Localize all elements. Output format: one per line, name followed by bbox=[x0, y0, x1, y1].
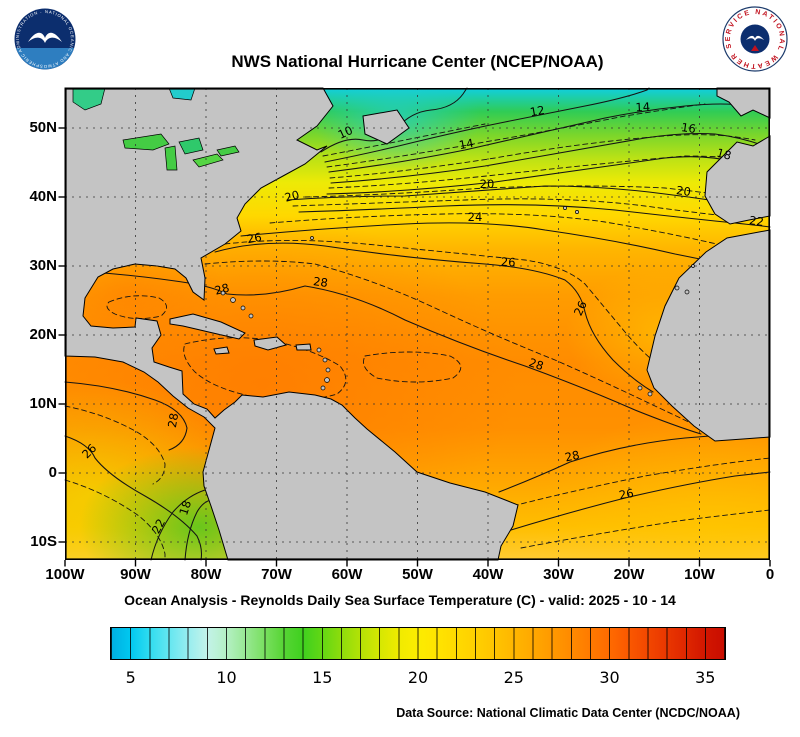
lat-tick-label: 20N bbox=[29, 326, 57, 343]
tick-layer bbox=[58, 127, 771, 567]
isotherm-label: 10 bbox=[336, 123, 355, 142]
data-source-text: Data Source: National Climatic Data Cent… bbox=[396, 706, 740, 720]
isotherm-label: 22 bbox=[748, 213, 764, 229]
isotherm-label: 26 bbox=[571, 299, 590, 318]
map-frame bbox=[65, 88, 771, 560]
sst-map: 10 12 14 14 16 18 20 20 20 22 24 26 26 26 28 28 28 28 28 26… bbox=[58, 87, 771, 567]
isotherm-label: 28 bbox=[312, 274, 328, 290]
lat-tick-label: 30N bbox=[29, 257, 57, 274]
colorbar-tick-label: 5 bbox=[125, 668, 136, 687]
colorbar-tick-label: 20 bbox=[407, 668, 429, 687]
lon-tick-label: 10W bbox=[684, 566, 715, 583]
isotherm-label: 20 bbox=[283, 187, 301, 204]
americas-landmass bbox=[64, 87, 519, 561]
isotherm-label: 14 bbox=[635, 100, 650, 115]
isotherm-label: 26 bbox=[501, 255, 516, 270]
nws-gull-icon bbox=[746, 35, 764, 41]
isotherm-label: 28 bbox=[527, 355, 545, 373]
colorbar-tick-label: 10 bbox=[216, 668, 237, 687]
nws-logo-svg: NATIONAL WEATHER SERVICE bbox=[722, 6, 788, 72]
isotherm-label: 18 bbox=[176, 499, 194, 517]
jamaica bbox=[213, 346, 230, 355]
lon-tick-label: 40W bbox=[472, 566, 504, 583]
nws-logo: NATIONAL WEATHER SERVICE bbox=[722, 6, 788, 77]
isotherm-label: 22 bbox=[149, 516, 168, 535]
lon-tick-label: 60W bbox=[331, 566, 363, 583]
hispaniola bbox=[253, 336, 288, 351]
lon-tick-label: 100W bbox=[45, 566, 85, 583]
colorbar-segments bbox=[111, 628, 725, 659]
noaa-gull-icon bbox=[28, 32, 62, 43]
isotherm-labels: 10 12 14 14 16 18 20 20 20 22 24 26 26 26 28 28 28 28 28 26… bbox=[79, 100, 765, 536]
noaa-logo-svg: NATIONAL OCEANIC AND ATMOSPHERIC ADMINIS… bbox=[14, 8, 76, 70]
lon-tick-label: 80W bbox=[190, 566, 222, 583]
iberia-france bbox=[704, 135, 771, 225]
colorbar bbox=[110, 627, 726, 660]
map-caption: Ocean Analysis - Reynolds Daily Sea Surf… bbox=[124, 592, 676, 608]
isotherm-label: 28 bbox=[213, 280, 231, 297]
isotherm-label: 18 bbox=[715, 145, 733, 162]
lakes-layer bbox=[72, 87, 240, 171]
lon-tick-label: 90W bbox=[120, 566, 151, 583]
noaa-logo-sea bbox=[15, 48, 75, 70]
lat-tick-label: 10S bbox=[30, 533, 57, 550]
grid-layer bbox=[65, 88, 770, 560]
isotherm-label: 26 bbox=[618, 486, 635, 502]
africa bbox=[646, 229, 771, 442]
isotherm-label: 14 bbox=[458, 136, 475, 152]
puerto-rico bbox=[295, 343, 312, 351]
isotherm-label: 20 bbox=[675, 183, 691, 199]
island-dots bbox=[220, 206, 695, 397]
page-title: NWS National Hurricane Center (NCEP/NOAA… bbox=[231, 52, 604, 71]
lat-tick-label: 0 bbox=[48, 464, 57, 481]
newfoundland bbox=[362, 109, 410, 145]
noaa-logo: NATIONAL OCEANIC AND ATMOSPHERIC ADMINIS… bbox=[14, 8, 76, 75]
cuba bbox=[169, 313, 246, 340]
lon-tick-label: 0 bbox=[765, 566, 775, 583]
isotherm-label: 24 bbox=[468, 210, 483, 224]
nws-red-wedge bbox=[751, 45, 759, 51]
isotherm-label: 28 bbox=[564, 448, 581, 465]
isotherm-label: 12 bbox=[529, 103, 546, 119]
lat-tick-label: 40N bbox=[29, 188, 57, 205]
isotherm-label: 16 bbox=[680, 120, 696, 136]
land-layer bbox=[64, 87, 771, 561]
isotherm-label: 28 bbox=[165, 412, 181, 429]
lat-tick-label: 10N bbox=[29, 395, 57, 412]
isotherm-label: 20 bbox=[480, 177, 495, 191]
map-area: 10 12 14 14 16 18 20 20 20 22 24 26 26 26 28 28 28 28 28 26… bbox=[58, 87, 771, 567]
lon-tick-label: 70W bbox=[261, 566, 292, 583]
lat-tick-label: 50N bbox=[29, 119, 57, 136]
colorbar-tick-label: 25 bbox=[503, 668, 524, 687]
lon-tick-label: 50W bbox=[402, 566, 433, 583]
colorbar-tick-label: 30 bbox=[599, 668, 620, 687]
colorbar-tick-label: 35 bbox=[695, 668, 716, 687]
isotherm-label: 26 bbox=[246, 230, 263, 246]
lon-tick-label: 20W bbox=[613, 566, 645, 583]
lon-tick-label: 30W bbox=[543, 566, 574, 583]
colorbar-tick-label: 15 bbox=[312, 668, 333, 687]
